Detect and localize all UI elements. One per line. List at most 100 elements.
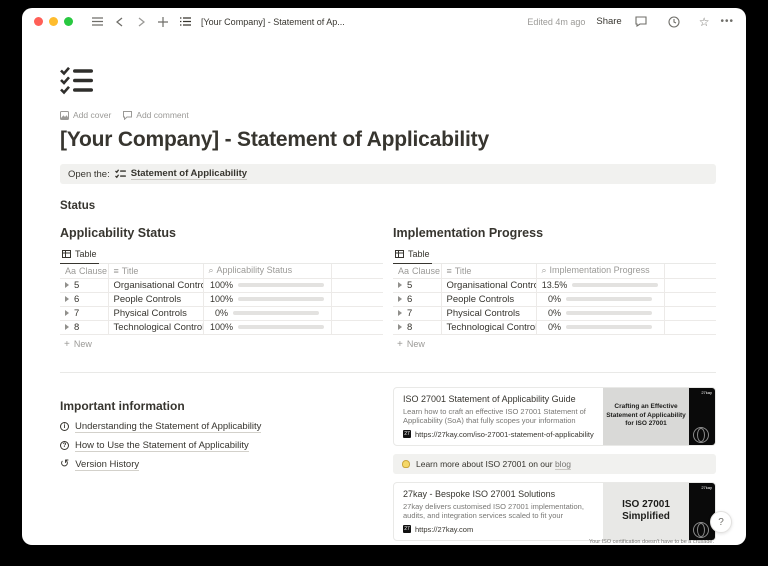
soa-page-link[interactable]: Statement of Applicability [130,168,248,180]
column-header-empty[interactable] [331,264,383,279]
open-soa-callout: Open the: Statement of Applicability [60,164,716,184]
new-row-button[interactable]: + New [397,338,425,350]
bookmark-description: 27kay delivers customised ISO 27001 impl… [403,501,584,521]
divider [60,371,716,373]
table-row[interactable]: 6 People Controls 100% [60,292,383,307]
tab-table-view[interactable]: Table [393,247,432,264]
column-header-value[interactable]: ⌕ Applicability Status [203,264,332,279]
table-view-icon [62,250,71,258]
column-header-title[interactable]: ≡ Title [441,264,537,279]
important-info-heading: Important information [60,398,185,413]
table-row[interactable]: 7 Physical Controls 0% [60,306,383,321]
page-content: Add cover Add comment [Your Company] - S… [22,35,746,545]
tab-table-view[interactable]: Table [60,247,99,264]
view-tabs: Table [393,247,716,264]
open-callout-prefix: Open the: [68,168,110,180]
picture-icon [60,110,69,120]
row-expand-icon[interactable] [65,324,69,330]
edited-timestamp: Edited 4m ago [527,16,586,27]
new-tab-icon[interactable] [155,14,171,30]
share-button[interactable]: Share [596,16,622,27]
column-header-title[interactable]: ≡ Title [108,264,204,279]
comments-icon[interactable] [633,14,649,30]
bookmark-title: 27kay - Bespoke ISO 27001 Solutions [403,488,556,499]
traffic-lights [34,17,73,26]
progress-bar [233,311,319,315]
progress-bar [566,297,652,301]
more-options-icon[interactable]: ••• [720,16,734,27]
help-button[interactable]: ? [710,511,732,533]
bookmark-thumbnail: ISO 27001 Simplified 27kay [603,482,715,540]
row-expand-icon[interactable] [398,282,402,288]
applicability-status-heading: Applicability Status [60,226,176,240]
progress-bar [238,325,325,329]
progress-bar [238,297,325,301]
progress-bar [238,283,325,287]
bookmarks-column: ISO 27001 Statement of Applicability Gui… [393,386,716,546]
info-grid: Important information i Understanding th… [60,386,716,546]
new-row-button[interactable]: + New [64,338,92,350]
table-row[interactable]: 6 People Controls 0% [393,292,716,307]
table-row[interactable]: 8 Technological Controls 0% [393,320,716,335]
forward-icon[interactable] [133,14,149,30]
row-expand-icon[interactable] [65,310,69,316]
page-checklist-icon[interactable] [60,66,716,100]
text-lines-icon: ≡ [113,265,119,276]
bookmark-27kay-home[interactable]: 27kay - Bespoke ISO 27001 Solutions 27ka… [393,481,716,541]
link-how-to-use-soa[interactable]: ? How to Use the Statement of Applicabil… [60,440,383,452]
row-expand-icon[interactable] [65,282,69,288]
page-title: [Your Company] - Statement of Applicabil… [60,128,489,151]
globe-icon [693,426,709,443]
progress-bar [572,283,659,287]
column-header-empty[interactable] [664,264,716,279]
status-heading: Status [60,200,96,212]
row-expand-icon[interactable] [398,310,402,316]
zoom-window-icon[interactable] [64,17,73,26]
bookmark-thumbnail: Crafting an Effective Statement of Appli… [603,387,715,445]
close-window-icon[interactable] [34,17,43,26]
text-lines-icon: ≡ [446,265,452,276]
add-comment-button[interactable]: Add comment [123,110,189,120]
sidebar-menu-icon[interactable] [89,14,105,30]
add-cover-button[interactable]: Add cover [60,110,111,120]
tab-title[interactable]: [Your Company] - Statement of Ap... [201,16,345,27]
rollup-search-icon: ⌕ [208,265,214,276]
back-icon[interactable] [111,14,127,30]
row-expand-icon[interactable] [65,296,69,302]
table-view-icon [395,250,404,258]
favicon-27kay: 27 [403,430,411,438]
view-tabs: Table [60,247,383,264]
question-icon: ? [60,441,69,450]
bookmark-caption: Your ISO certification doesn't have to b… [589,538,714,545]
favorite-star-icon[interactable]: ☆ [698,14,710,29]
plus-icon: + [397,338,403,350]
minimize-window-icon[interactable] [49,17,58,26]
comment-bubble-icon [123,110,133,120]
table-row[interactable]: 5 Organisational Controls 13.5% [393,278,716,293]
titlebar: [Your Company] - Statement of Ap... Edit… [22,8,746,35]
important-info-column: Important information i Understanding th… [60,387,383,546]
table-row[interactable]: 7 Physical Controls 0% [393,306,716,321]
implementation-progress-heading: Implementation Progress [393,226,544,240]
link-version-history[interactable]: ↺ Version History [60,458,140,471]
bookmark-url: https://27kay.com/iso-27001-statement-of… [415,429,594,439]
lightbulb-icon [402,459,410,468]
row-expand-icon[interactable] [398,324,402,330]
page-meta-actions: Add cover Add comment [60,110,716,120]
link-understanding-soa[interactable]: i Understanding the Statement of Applica… [60,421,383,433]
blog-link[interactable]: blog [554,458,572,470]
bookmark-url: https://27kay.com [415,524,474,534]
row-expand-icon[interactable] [398,296,402,302]
table-row[interactable]: 8 Technological Controls 100% [60,320,383,335]
column-header-value[interactable]: ⌕ Implementation Progress [536,264,665,279]
table-row[interactable]: 5 Organisational Controls 100% [60,278,383,293]
updates-clock-icon[interactable] [666,14,682,30]
bookmark-soa-guide[interactable]: ISO 27001 Statement of Applicability Gui… [393,386,716,446]
